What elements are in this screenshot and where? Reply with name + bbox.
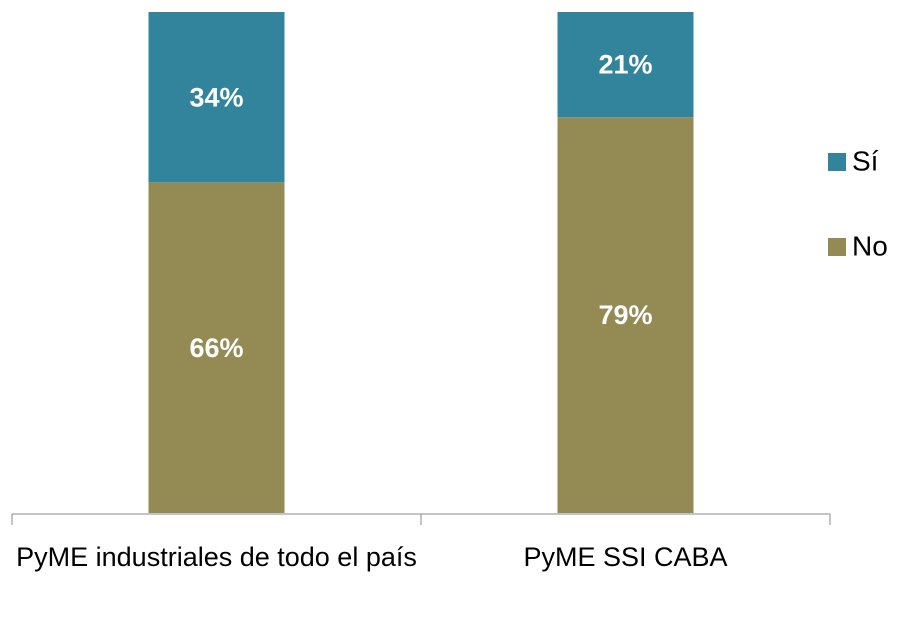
data-label: 21% (598, 50, 652, 80)
x-tick-label: PyME SSI CABA (523, 542, 728, 572)
legend-label: No (852, 230, 888, 261)
data-label: 66% (189, 333, 243, 363)
bar-segment (557, 12, 694, 118)
bar-segment (148, 182, 285, 513)
legend-swatch (828, 238, 846, 256)
bar-segment (148, 12, 285, 183)
data-label: 79% (598, 300, 652, 330)
bar-segment (557, 117, 694, 514)
legend-label: Sí (852, 145, 879, 176)
x-tick-label: PyME industriales de todo el país (16, 542, 417, 572)
data-label: 34% (189, 82, 243, 112)
legend-swatch (828, 153, 846, 171)
